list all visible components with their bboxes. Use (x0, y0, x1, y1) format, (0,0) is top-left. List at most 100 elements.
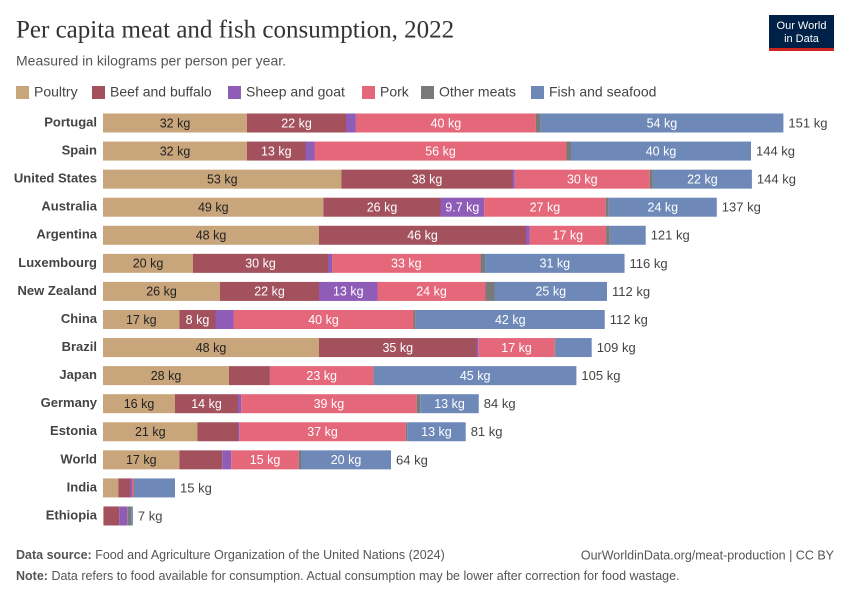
bar-segment (103, 141, 247, 161)
bar-segment (407, 422, 466, 442)
bar-segment (554, 338, 556, 358)
segment-label: 46 kg (407, 229, 438, 243)
bar-segment (247, 113, 346, 133)
bar-segment (103, 113, 247, 133)
bar-segment (485, 281, 495, 301)
logo-text: in Data (784, 33, 820, 45)
segment-label: 17 kg (501, 341, 532, 355)
logo-underline (769, 48, 834, 51)
legend-label: Sheep and goat (246, 84, 345, 100)
chart-subtitle: Measured in kilograms per person per yea… (16, 53, 286, 69)
bar-segment (103, 422, 198, 442)
segment-label: 48 kg (196, 229, 227, 243)
segment-label: 37 kg (307, 425, 338, 439)
segment-label: 17 kg (553, 229, 584, 243)
legend-label: Beef and buffalo (110, 84, 212, 100)
bar-segment (231, 450, 299, 470)
bar-segment (103, 450, 180, 470)
total-label: 151 kg (788, 115, 827, 130)
category-label: New Zealand (18, 283, 98, 298)
segment-label: 40 kg (308, 313, 339, 327)
segment-label: 13 kg (261, 144, 292, 158)
segment-label: 22 kg (687, 172, 718, 186)
category-label: Spain (62, 143, 97, 158)
bar-segment (132, 478, 135, 498)
segment-label: 22 kg (281, 116, 312, 130)
segment-label: 8 kg (186, 313, 210, 327)
bar-segment (609, 225, 646, 245)
bar-segment (103, 281, 220, 301)
segment-label: 17 kg (126, 453, 157, 467)
bar-segment (328, 253, 333, 273)
segment-label: 28 kg (151, 369, 182, 383)
segment-label: 17 kg (126, 313, 157, 327)
category-label: Brazil (62, 339, 97, 354)
bar-segment (127, 506, 132, 526)
legend-swatch (531, 86, 544, 99)
segment-label: 45 kg (460, 369, 491, 383)
segment-label: 53 kg (207, 172, 238, 186)
segment-label: 32 kg (160, 116, 191, 130)
bar-segment (131, 506, 133, 526)
segment-label: 39 kg (314, 397, 345, 411)
bar-segment (606, 225, 610, 245)
bar-segment (103, 197, 324, 217)
segment-label: 30 kg (567, 172, 598, 186)
category-label: United States (14, 171, 97, 186)
category-label: Luxembourg (18, 255, 97, 270)
bar-segment (103, 225, 319, 245)
total-label: 7 kg (138, 508, 163, 523)
segment-label: 21 kg (135, 425, 166, 439)
bar-segment (319, 338, 477, 358)
bar-segment (238, 394, 242, 414)
legend-swatch (362, 86, 375, 99)
bar-segment (319, 281, 378, 301)
bar-segment (103, 169, 342, 189)
category-label: Germany (41, 395, 98, 410)
segment-label: 13 kg (421, 425, 452, 439)
bar-segment (341, 169, 513, 189)
segment-label: 38 kg (412, 172, 443, 186)
segment-label: 9.7 kg (445, 201, 479, 215)
bar-segment (373, 366, 577, 386)
bar-segment (413, 309, 416, 329)
bar-segment (494, 281, 607, 301)
legend-swatch (16, 86, 29, 99)
bar-segment (229, 366, 270, 386)
bar-segment (222, 450, 232, 470)
segment-label: 33 kg (391, 257, 422, 271)
bar-segment (103, 394, 175, 414)
bar-segment (377, 281, 486, 301)
bar-segment (103, 506, 104, 526)
source-label: Data source: (16, 548, 92, 562)
segment-label: 25 kg (535, 285, 566, 299)
bar-segment (239, 422, 406, 442)
bar-segment (355, 113, 536, 133)
bar-segment (605, 197, 609, 217)
segment-label: 49 kg (198, 201, 229, 215)
legend-label: Fish and seafood (549, 84, 656, 100)
total-label: 15 kg (180, 480, 212, 495)
bar-segment (346, 113, 356, 133)
source: Data source: Food and Agriculture Organi… (16, 548, 445, 562)
segment-label: 48 kg (196, 341, 227, 355)
bar-segment (484, 197, 606, 217)
segment-label: 26 kg (146, 285, 177, 299)
bar-segment (301, 450, 391, 470)
bar-segment (555, 338, 592, 358)
bar-segment (103, 309, 180, 329)
segment-label: 20 kg (331, 453, 362, 467)
bar-segment (298, 450, 301, 470)
bar-segment (440, 197, 485, 217)
total-label: 84 kg (484, 396, 516, 411)
bar-segment (103, 253, 193, 273)
bar-segment (540, 113, 784, 133)
bar-segment (103, 338, 319, 358)
bar-segment (233, 309, 414, 329)
segment-label: 24 kg (416, 285, 447, 299)
bar-segment (215, 309, 234, 329)
bar-segment (314, 141, 567, 161)
bar-segment (332, 253, 481, 273)
bar-segment (118, 478, 131, 498)
note-text: Data refers to food available for consum… (51, 569, 679, 583)
